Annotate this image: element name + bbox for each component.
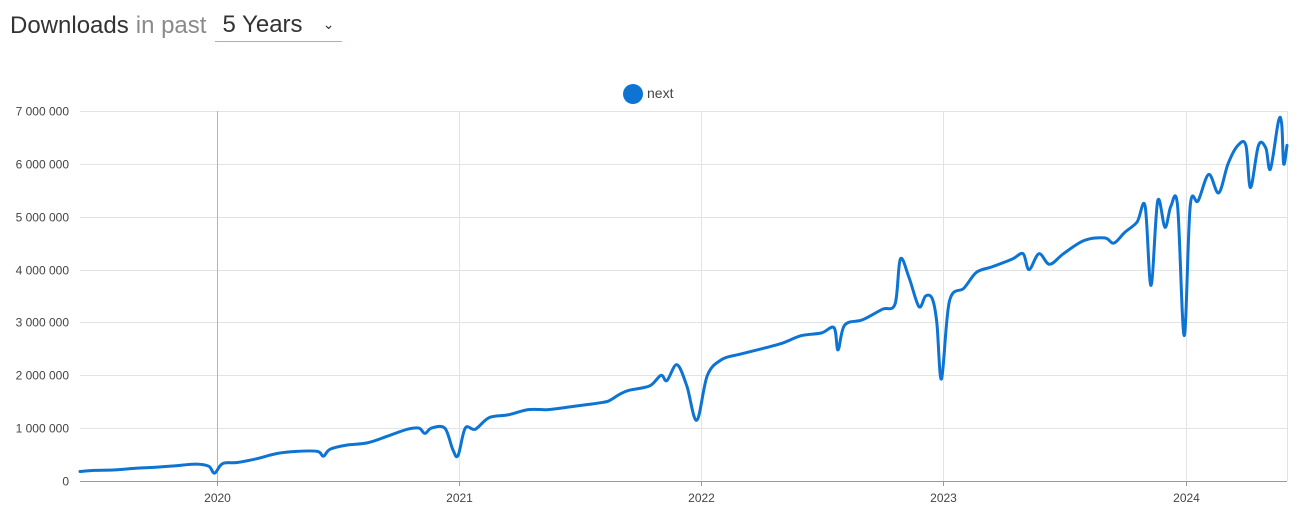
period-select[interactable]: 5 Years ⌄ bbox=[215, 10, 343, 42]
in-past-label: in past bbox=[135, 12, 207, 39]
downloads-title: Downloads bbox=[10, 12, 129, 39]
downloads-header: Downloads in past 5 Years ⌄ bbox=[10, 10, 343, 42]
x-tick-label: 2020 bbox=[204, 491, 231, 505]
y-tick-label: 3 000 000 bbox=[16, 316, 70, 330]
chevron-down-icon: ⌄ bbox=[322, 16, 335, 32]
grid-layer bbox=[80, 111, 1288, 482]
axis-layer: 0 1 000 000 2 000 000 3 000 000 4 000 000 5 0… bbox=[16, 105, 1201, 506]
y-tick-label: 2 000 000 bbox=[16, 369, 70, 383]
y-tick-label: 6 000 000 bbox=[16, 158, 70, 172]
series-line-next[interactable] bbox=[78, 115, 1289, 475]
x-tick-label: 2023 bbox=[930, 491, 957, 505]
legend-marker-next[interactable] bbox=[623, 84, 643, 104]
series-layer bbox=[78, 115, 1289, 475]
x-tick-label: 2022 bbox=[688, 491, 715, 505]
y-tick-label: 7 000 000 bbox=[16, 105, 70, 119]
period-value: 5 Years bbox=[222, 11, 303, 38]
y-tick-label: 1 000 000 bbox=[16, 422, 70, 436]
y-tick-label: 0 bbox=[62, 475, 69, 489]
legend[interactable]: next bbox=[623, 84, 674, 104]
y-tick-label: 5 000 000 bbox=[16, 211, 70, 225]
x-tick-label: 2021 bbox=[446, 491, 473, 505]
x-tick-label: 2024 bbox=[1173, 491, 1200, 505]
legend-label-next[interactable]: next bbox=[647, 85, 674, 101]
y-tick-label: 4 000 000 bbox=[16, 264, 70, 278]
